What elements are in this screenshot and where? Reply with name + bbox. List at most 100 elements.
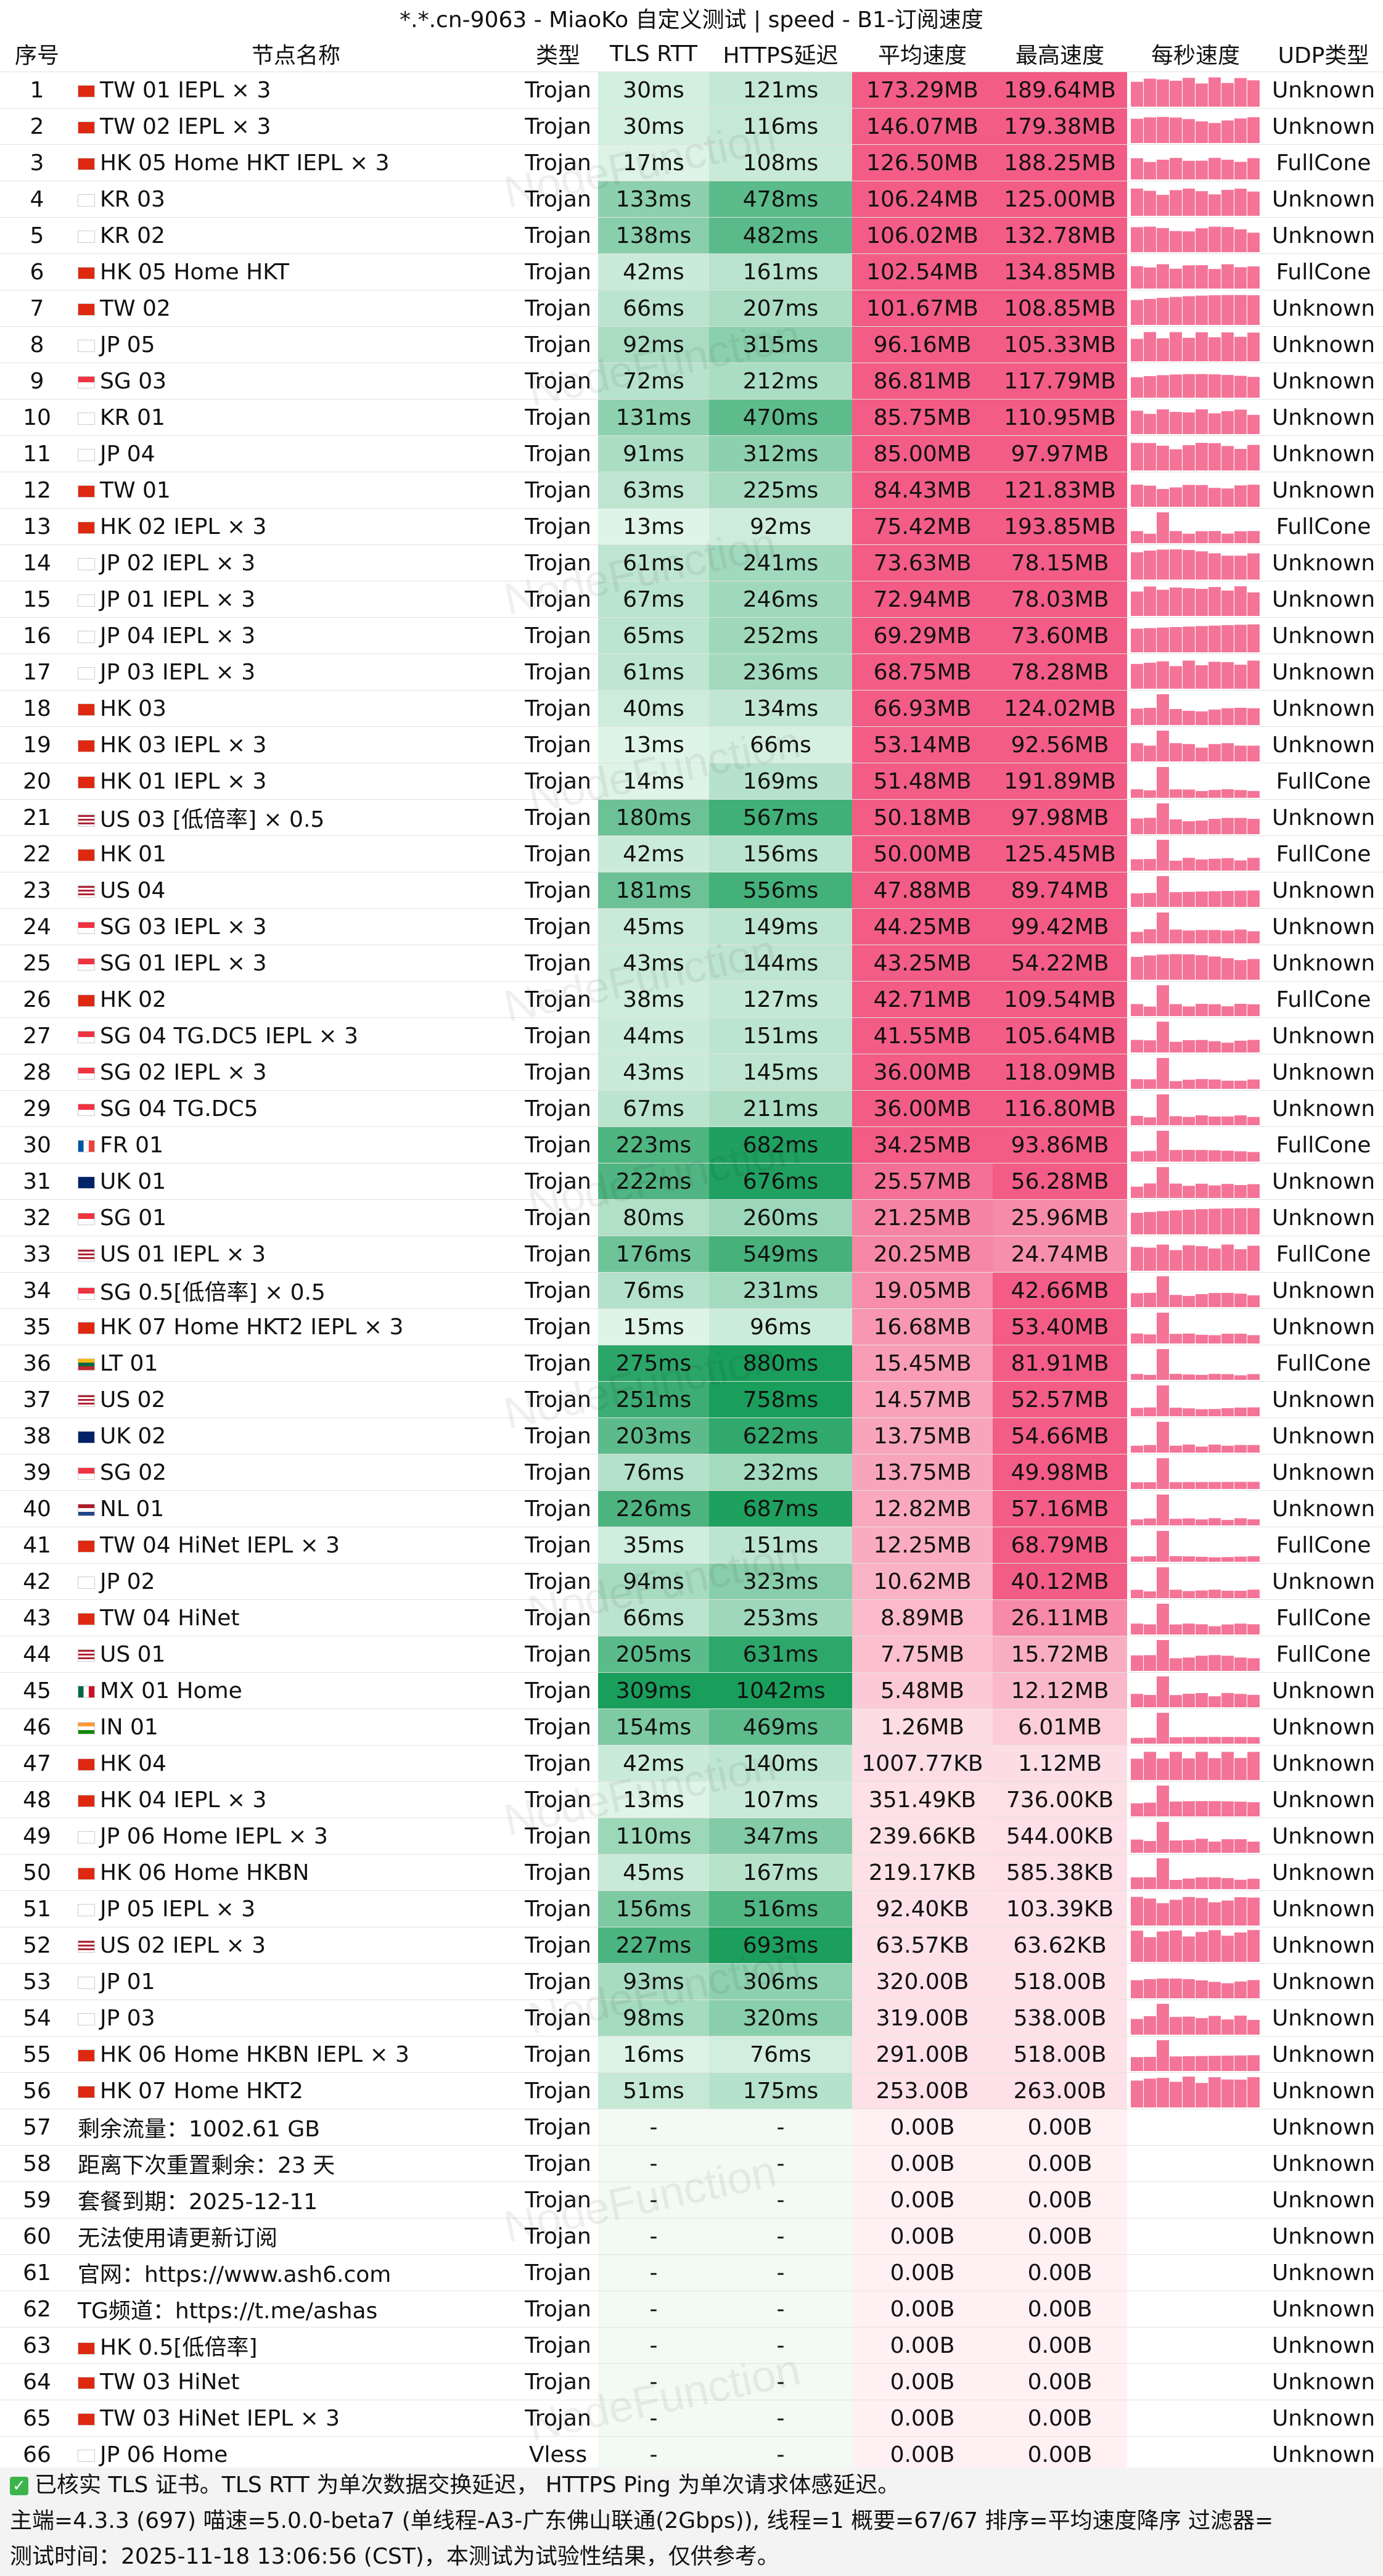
speed-sparkline [1131, 1531, 1260, 1562]
flag-hk-icon [78, 521, 95, 534]
cell-name: JP 03 IEPL × 3 [74, 654, 518, 691]
cell-type: Trojan [518, 290, 598, 327]
flag-sg-icon [78, 921, 95, 934]
spark-bar [1221, 264, 1234, 289]
cell-avg: 20.25MB [852, 1236, 993, 1273]
table-row: 29 SG 04 TG.DC5 Trojan 67ms 211ms 36.00MB 116.… [0, 1090, 1383, 1127]
cell-tls: 154ms [598, 1708, 709, 1745]
cell-max: 118.09MB [993, 1054, 1127, 1091]
cell-no: 56 [0, 2072, 74, 2109]
cell-max: 134.85MB [993, 253, 1127, 290]
table-row: 26 HK 02 Trojan 38ms 127ms 42.71MB 109.54MB Ful… [0, 981, 1383, 1018]
node-name: SG 01 IEPL × 3 [100, 950, 267, 976]
spark-bar [1209, 1737, 1221, 1744]
spark-bar [1234, 188, 1247, 216]
spark-bar [1170, 819, 1182, 834]
spark-bar [1209, 194, 1221, 216]
cell-no: 55 [0, 2036, 74, 2073]
spark-bar [1247, 890, 1260, 907]
spark-bar [1196, 228, 1208, 252]
cell-avg: 106.24MB [852, 181, 993, 218]
spark-bar [1170, 1737, 1182, 1744]
cell-persec-spark [1127, 2327, 1264, 2364]
flag-jp-icon [78, 1831, 95, 1844]
cell-type: Trojan [518, 1272, 598, 1309]
spark-bar [1170, 1250, 1182, 1271]
spark-bar [1247, 1624, 1260, 1635]
node-name: HK 05 Home HKT IEPL × 3 [100, 150, 390, 176]
cell-persec-spark [1127, 654, 1264, 691]
spark-bar [1196, 1590, 1208, 1598]
cell-udp: Unknown [1264, 690, 1383, 727]
cell-type: Trojan [518, 1527, 598, 1564]
spark-bar [1183, 2056, 1195, 2071]
spark-bar [1234, 890, 1247, 907]
speed-sparkline [1131, 1786, 1260, 1816]
cell-tls: 42ms [598, 1745, 709, 1782]
cell-type: Trojan [518, 1636, 598, 1673]
cell-avg: 51.48MB [852, 763, 993, 800]
spark-bar [1183, 1295, 1195, 1307]
cell-tls: - [598, 2436, 709, 2473]
spark-bar [1247, 1079, 1260, 1089]
spark-bar [1170, 1116, 1182, 1125]
cell-name: HK 04 IEPL × 3 [74, 1781, 518, 1818]
table-row: 23 US 04 Trojan 181ms 556ms 47.88MB 89.74MB Unk… [0, 872, 1383, 909]
cell-https: 880ms [709, 1345, 852, 1382]
cell-https: - [709, 2327, 852, 2364]
flag-hk-icon [78, 848, 95, 861]
cell-https: 156ms [709, 835, 852, 872]
cell-udp: FullCone [1264, 763, 1383, 800]
cell-type: Trojan [518, 472, 598, 509]
speed-sparkline [1131, 586, 1260, 616]
cell-udp: Unknown [1264, 945, 1383, 982]
spark-bar [1183, 1694, 1195, 1707]
spark-bar [1170, 1589, 1182, 1598]
cell-no: 36 [0, 1345, 74, 1382]
cell-no: 32 [0, 1199, 74, 1236]
cell-max: 73.60MB [993, 617, 1127, 654]
cell-type: Trojan [518, 908, 598, 945]
spark-bar [1234, 1040, 1247, 1052]
cell-udp: FullCone [1264, 835, 1383, 872]
cell-name: JP 01 IEPL × 3 [74, 581, 518, 618]
cell-max: 109.54MB [993, 981, 1127, 1018]
cell-max: 117.79MB [993, 363, 1127, 400]
cell-persec-spark [1127, 2291, 1264, 2328]
spark-bar [1234, 1839, 1247, 1853]
spark-bar [1209, 488, 1221, 507]
spark-bar [1209, 930, 1221, 943]
spark-bar [1131, 1655, 1143, 1671]
cell-https: 323ms [709, 1563, 852, 1600]
spark-bar [1221, 189, 1234, 216]
node-name: US 01 [100, 1641, 166, 1667]
spark-bar [1131, 2057, 1143, 2071]
node-name: JP 06 Home [100, 2442, 228, 2467]
cell-type: Trojan [518, 1199, 598, 1236]
spark-bar [1247, 1374, 1260, 1380]
cell-https: 693ms [709, 1927, 852, 1964]
cell-persec-spark [1127, 2400, 1264, 2437]
table-row: 38 UK 02 Trojan 203ms 622ms 13.75MB 54.66MB Unk… [0, 1417, 1383, 1454]
spark-bar [1157, 1131, 1169, 1162]
speed-sparkline [1131, 2040, 1260, 2071]
cell-name: HK 06 Home HKBN IEPL × 3 [74, 2036, 518, 2073]
cell-udp: Unknown [1264, 544, 1383, 581]
spark-bar [1221, 1334, 1234, 1343]
spark-bar [1131, 1115, 1143, 1125]
spark-bar [1221, 625, 1234, 652]
cell-https: 140ms [709, 1745, 852, 1782]
cell-name: JP 06 Home IEPL × 3 [74, 1818, 518, 1855]
node-name: UK 02 [100, 1423, 166, 1449]
cell-https: 622ms [709, 1417, 852, 1454]
spark-bar [1247, 1658, 1260, 1671]
speed-sparkline [1131, 1822, 1260, 1853]
column-header-udp: UDP类型 [1264, 36, 1383, 72]
cell-no: 44 [0, 1636, 74, 1673]
spark-bar [1131, 1980, 1143, 1998]
cell-udp: FullCone [1264, 1345, 1383, 1382]
spark-bar [1144, 1655, 1156, 1671]
cell-no: 33 [0, 1236, 74, 1273]
spark-bar [1221, 1624, 1234, 1635]
spark-bar [1157, 767, 1169, 798]
